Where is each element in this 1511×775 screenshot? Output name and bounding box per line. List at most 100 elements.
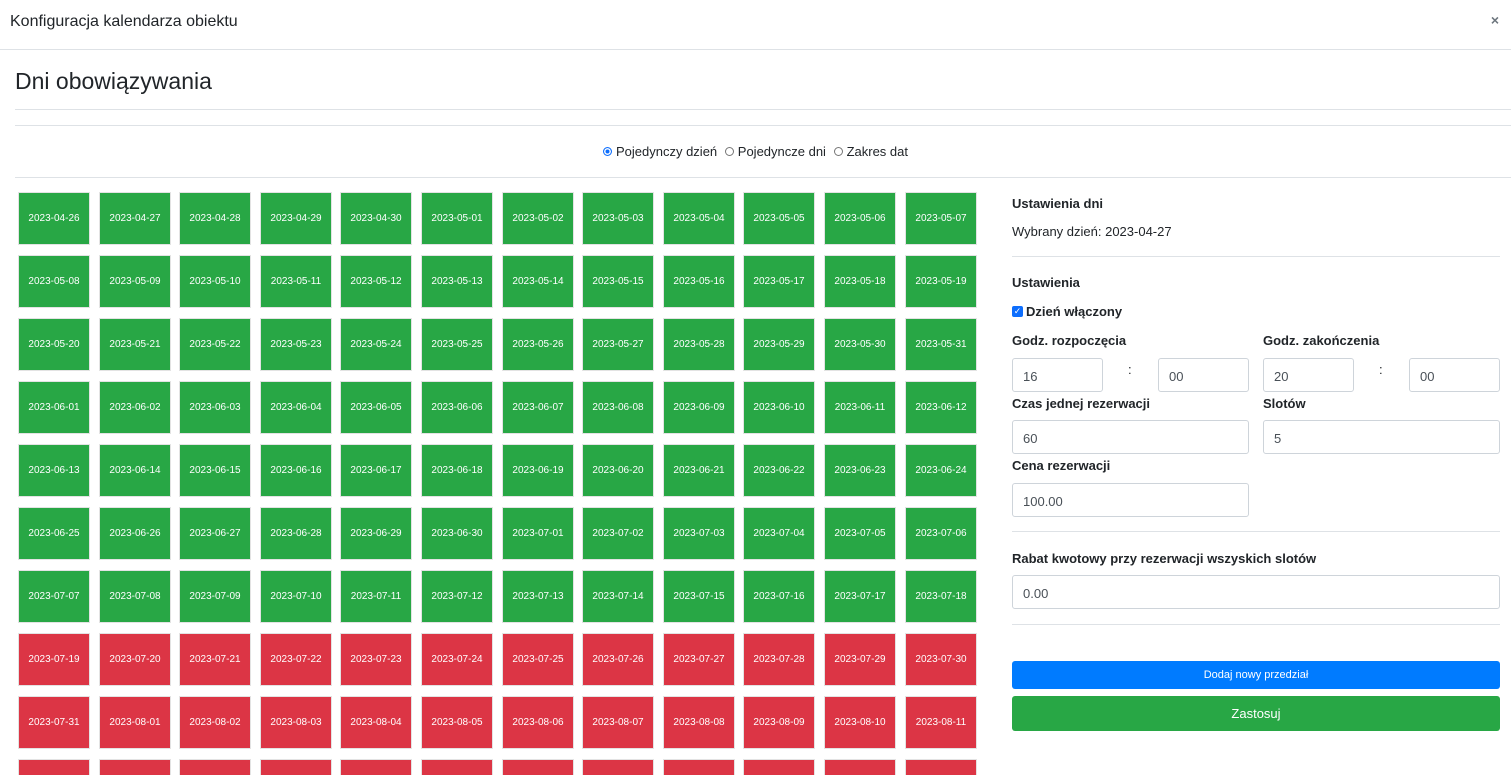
calendar-day-cell[interactable]: 2023-07-28 [743, 633, 815, 686]
calendar-day-cell[interactable]: 2023-07-05 [824, 507, 896, 560]
calendar-day-cell[interactable] [743, 759, 815, 775]
calendar-day-cell[interactable]: 2023-04-29 [260, 192, 332, 245]
calendar-day-cell[interactable]: 2023-07-20 [99, 633, 171, 686]
price-input[interactable]: 100.00 [1012, 483, 1249, 517]
start-minute-input[interactable]: 00 [1158, 358, 1249, 392]
calendar-day-cell[interactable]: 2023-05-24 [340, 318, 412, 371]
calendar-day-cell[interactable]: 2023-04-30 [340, 192, 412, 245]
calendar-day-cell[interactable]: 2023-05-22 [179, 318, 251, 371]
calendar-day-cell[interactable]: 2023-05-13 [421, 255, 493, 308]
calendar-day-cell[interactable]: 2023-08-04 [340, 696, 412, 749]
start-hour-input[interactable]: 16 [1012, 358, 1103, 392]
radio-icon[interactable] [833, 147, 843, 156]
calendar-day-cell[interactable] [582, 759, 654, 775]
calendar-day-cell[interactable]: 2023-06-02 [99, 381, 171, 434]
calendar-day-cell[interactable]: 2023-06-05 [340, 381, 412, 434]
calendar-day-cell[interactable]: 2023-07-30 [905, 633, 977, 686]
calendar-day-cell[interactable]: 2023-05-21 [99, 318, 171, 371]
discount-input[interactable]: 0.00 [1012, 575, 1500, 609]
slots-input[interactable]: 5 [1263, 420, 1500, 454]
calendar-day-cell[interactable]: 2023-05-09 [99, 255, 171, 308]
calendar-day-cell[interactable]: 2023-07-17 [824, 570, 896, 623]
calendar-day-cell[interactable]: 2023-08-10 [824, 696, 896, 749]
calendar-day-cell[interactable] [905, 759, 977, 775]
calendar-day-cell[interactable]: 2023-05-30 [824, 318, 896, 371]
calendar-day-cell[interactable]: 2023-07-26 [582, 633, 654, 686]
calendar-day-cell[interactable]: 2023-06-03 [179, 381, 251, 434]
calendar-day-cell[interactable]: 2023-05-26 [502, 318, 574, 371]
calendar-day-cell[interactable]: 2023-05-27 [582, 318, 654, 371]
calendar-day-cell[interactable]: 2023-05-03 [582, 192, 654, 245]
calendar-day-cell[interactable]: 2023-08-03 [260, 696, 332, 749]
calendar-day-cell[interactable]: 2023-05-18 [824, 255, 896, 308]
calendar-day-cell[interactable]: 2023-07-25 [502, 633, 574, 686]
calendar-day-cell[interactable]: 2023-06-22 [743, 444, 815, 497]
calendar-day-cell[interactable]: 2023-06-21 [663, 444, 735, 497]
calendar-day-cell[interactable]: 2023-05-31 [905, 318, 977, 371]
mode-option-date-range[interactable]: Zakres dat [830, 144, 908, 159]
calendar-day-cell[interactable]: 2023-05-04 [663, 192, 735, 245]
calendar-day-cell[interactable]: 2023-06-07 [502, 381, 574, 434]
calendar-day-cell[interactable]: 2023-06-15 [179, 444, 251, 497]
mode-option-single-days[interactable]: Pojedyncze dni [721, 144, 826, 159]
calendar-day-cell[interactable]: 2023-07-31 [18, 696, 90, 749]
mode-option-single-day[interactable]: Pojedynczy dzień [602, 144, 717, 159]
calendar-day-cell[interactable]: 2023-06-11 [824, 381, 896, 434]
calendar-day-cell[interactable] [502, 759, 574, 775]
calendar-day-cell[interactable]: 2023-06-23 [824, 444, 896, 497]
calendar-day-cell[interactable]: 2023-06-18 [421, 444, 493, 497]
calendar-day-cell[interactable]: 2023-07-24 [421, 633, 493, 686]
calendar-day-cell[interactable]: 2023-06-26 [99, 507, 171, 560]
calendar-day-cell[interactable]: 2023-04-27 [99, 192, 171, 245]
calendar-day-cell[interactable]: 2023-05-25 [421, 318, 493, 371]
calendar-day-cell[interactable]: 2023-06-01 [18, 381, 90, 434]
calendar-day-cell[interactable]: 2023-06-20 [582, 444, 654, 497]
end-hour-input[interactable]: 20 [1263, 358, 1354, 392]
calendar-day-cell[interactable] [824, 759, 896, 775]
calendar-day-cell[interactable]: 2023-05-08 [18, 255, 90, 308]
calendar-day-cell[interactable]: 2023-08-06 [502, 696, 574, 749]
calendar-day-cell[interactable]: 2023-07-07 [18, 570, 90, 623]
calendar-day-cell[interactable] [340, 759, 412, 775]
calendar-day-cell[interactable]: 2023-06-04 [260, 381, 332, 434]
calendar-day-cell[interactable]: 2023-06-09 [663, 381, 735, 434]
calendar-day-cell[interactable]: 2023-06-12 [905, 381, 977, 434]
calendar-day-cell[interactable]: 2023-07-06 [905, 507, 977, 560]
calendar-day-cell[interactable]: 2023-07-21 [179, 633, 251, 686]
duration-input[interactable]: 60 [1012, 420, 1249, 454]
calendar-day-cell[interactable]: 2023-07-08 [99, 570, 171, 623]
calendar-day-cell[interactable]: 2023-04-28 [179, 192, 251, 245]
calendar-day-cell[interactable]: 2023-05-07 [905, 192, 977, 245]
calendar-day-cell[interactable]: 2023-08-11 [905, 696, 977, 749]
calendar-day-cell[interactable]: 2023-07-23 [340, 633, 412, 686]
calendar-day-cell[interactable]: 2023-06-17 [340, 444, 412, 497]
calendar-day-cell[interactable]: 2023-06-27 [179, 507, 251, 560]
calendar-day-cell[interactable]: 2023-07-12 [421, 570, 493, 623]
calendar-day-cell[interactable]: 2023-05-11 [260, 255, 332, 308]
radio-icon[interactable] [724, 147, 734, 156]
calendar-day-cell[interactable]: 2023-08-05 [421, 696, 493, 749]
calendar-day-cell[interactable]: 2023-06-29 [340, 507, 412, 560]
calendar-day-cell[interactable]: 2023-05-20 [18, 318, 90, 371]
calendar-day-cell[interactable]: 2023-06-16 [260, 444, 332, 497]
calendar-day-cell[interactable]: 2023-05-17 [743, 255, 815, 308]
calendar-day-cell[interactable]: 2023-05-06 [824, 192, 896, 245]
calendar-day-cell[interactable] [99, 759, 171, 775]
calendar-day-cell[interactable]: 2023-08-09 [743, 696, 815, 749]
calendar-day-cell[interactable]: 2023-05-15 [582, 255, 654, 308]
calendar-day-cell[interactable]: 2023-04-26 [18, 192, 90, 245]
calendar-day-cell[interactable]: 2023-05-14 [502, 255, 574, 308]
calendar-day-cell[interactable]: 2023-07-04 [743, 507, 815, 560]
end-minute-input[interactable]: 00 [1409, 358, 1500, 392]
calendar-day-cell[interactable]: 2023-05-10 [179, 255, 251, 308]
calendar-day-cell[interactable] [663, 759, 735, 775]
calendar-day-cell[interactable]: 2023-07-02 [582, 507, 654, 560]
calendar-day-cell[interactable]: 2023-06-08 [582, 381, 654, 434]
calendar-day-cell[interactable]: 2023-07-13 [502, 570, 574, 623]
calendar-day-cell[interactable]: 2023-07-10 [260, 570, 332, 623]
calendar-day-cell[interactable]: 2023-06-13 [18, 444, 90, 497]
calendar-day-cell[interactable]: 2023-06-19 [502, 444, 574, 497]
calendar-day-cell[interactable] [18, 759, 90, 775]
calendar-day-cell[interactable]: 2023-07-29 [824, 633, 896, 686]
calendar-day-cell[interactable]: 2023-07-19 [18, 633, 90, 686]
